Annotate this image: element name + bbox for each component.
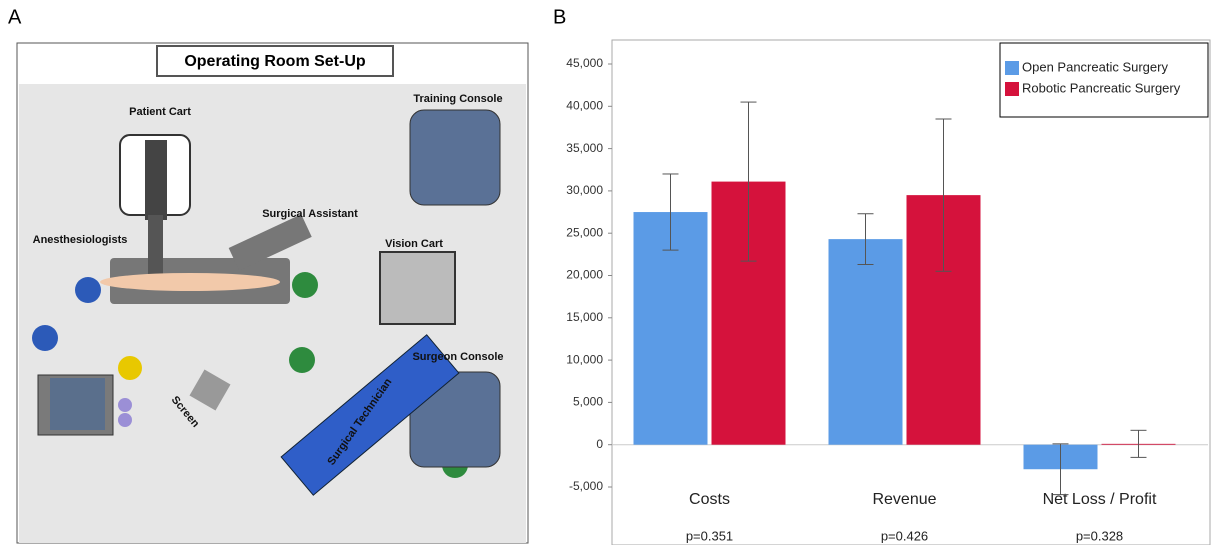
illustration-label: Patient Cart (129, 106, 191, 118)
annotation: p=0.328 (1076, 528, 1123, 543)
error-bar (662, 173, 679, 251)
illustration-title: Operating Room Set-Up (184, 53, 366, 70)
bar (828, 239, 903, 445)
illustration-label: Anesthesiologists (33, 234, 128, 246)
y-tick-label: 10,000 (566, 352, 603, 366)
y-tick-label: 15,000 (566, 310, 603, 324)
error-bar (1052, 443, 1069, 496)
panel-label: B (553, 6, 566, 28)
illustration: Operating Room Set-Up (16, 42, 529, 544)
legend-swatch (1005, 82, 1019, 96)
legend (999, 42, 1209, 118)
legend-label: Robotic Pancreatic Surgery (1022, 80, 1181, 95)
y-tick-label: 35,000 (566, 141, 603, 155)
illustration-label: Vision Cart (385, 238, 443, 250)
error-bar (857, 213, 874, 266)
y-tick-label: 45,000 (566, 56, 603, 70)
illustration-label: Surgical Assistant (262, 208, 358, 220)
panel-label: A (8, 6, 22, 28)
y-tick-label: 25,000 (566, 225, 603, 239)
legend-swatch (1005, 61, 1019, 75)
error-bar (935, 118, 952, 272)
y-tick-label: 20,000 (566, 268, 603, 282)
y-tick-label: 40,000 (566, 98, 603, 112)
legend-label: Open Pancreatic Surgery (1022, 59, 1168, 74)
x-tick-label: Costs (689, 491, 730, 508)
x-tick-label: Revenue (872, 491, 936, 508)
y-tick-label: 30,000 (566, 183, 603, 197)
x-tick-label: Net Loss / Profit (1043, 491, 1157, 508)
illustration-label: Training Console (413, 93, 502, 105)
illustration-label: Surgeon Console (412, 351, 503, 363)
y-tick-label: 0 (596, 437, 603, 451)
y-tick-label: 5,000 (573, 395, 603, 409)
bar (633, 212, 708, 445)
y-tick-label: -5,000 (569, 479, 603, 493)
error-bar (1130, 429, 1147, 458)
annotation: p=0.426 (881, 528, 928, 543)
error-bar (740, 101, 757, 262)
annotation: p=0.351 (686, 528, 733, 543)
